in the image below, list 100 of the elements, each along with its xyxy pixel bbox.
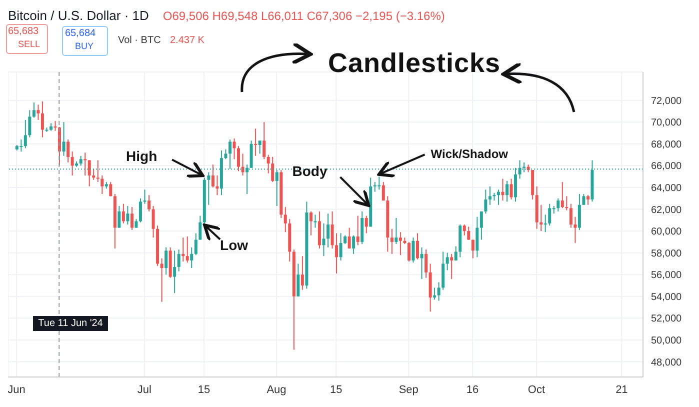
candlestick: [330, 210, 334, 249]
candlestick: [348, 227, 351, 249]
candlestick: [40, 100, 44, 138]
text: BUY: [75, 41, 94, 51]
text: SELL: [18, 39, 40, 49]
candlestick: [488, 186, 492, 206]
candlestick: [544, 214, 547, 233]
candlestick: [433, 287, 436, 300]
candlestick: [164, 246, 168, 276]
y-tick-label: 52,000: [651, 314, 682, 325]
chart-title: Bitcoin / U.S. Dollar · 1D: [8, 8, 149, 23]
candlestick: [143, 189, 146, 204]
candlestick: [32, 102, 36, 118]
x-tick-label: Jul: [137, 384, 152, 396]
y-tick-label: 48,000: [651, 357, 682, 368]
candlestick: [407, 241, 410, 262]
chart-subtitle: O69,506 H69,548 L66,011 C67,306 −2,195 (−3.16%): [162, 9, 445, 23]
candlestick: [194, 232, 198, 256]
candlestick: [390, 228, 394, 254]
candlestick: [186, 236, 189, 264]
candlestick: [569, 203, 572, 228]
candlestick: [314, 214, 317, 228]
x-tick-label: Jun: [8, 384, 26, 396]
text: 65,683: [8, 26, 39, 37]
candlestick: [79, 155, 82, 166]
candlestick: [266, 154, 270, 174]
text: Vol · BTC: [118, 35, 161, 46]
candlestick: [173, 250, 176, 294]
candlestick: [126, 205, 130, 225]
candlestick: [224, 148, 228, 160]
candlestick: [309, 210, 312, 236]
candlestick: [471, 239, 474, 259]
candlestick: [24, 119, 27, 149]
candlestick: [454, 246, 458, 261]
annotation: Candlesticks: [328, 48, 501, 79]
candlestick: [190, 246, 194, 269]
candlestick: [198, 215, 202, 240]
candlestick: [556, 198, 560, 212]
x-tick-label: 15: [198, 384, 210, 396]
x-tick-label: Sep: [398, 384, 418, 396]
candlestick: [84, 152, 87, 176]
candlestick: [574, 216, 577, 244]
y-tick-label: 56,000: [651, 270, 682, 282]
y-tick-label: 54,000: [651, 292, 682, 303]
candlestick: [138, 198, 142, 223]
candlestick: [382, 182, 385, 202]
candlestick: [442, 251, 445, 290]
candlestick: [258, 140, 262, 154]
candlestick: [586, 194, 590, 206]
candlestick: [450, 253, 454, 280]
text: 2.437 K: [170, 35, 204, 46]
candlestick: [462, 224, 466, 236]
x-tick-label: Oct: [528, 384, 546, 396]
candlestick: [284, 206, 287, 233]
candlestick: [424, 249, 428, 278]
candlestick: [54, 120, 57, 132]
text: 65,684: [65, 28, 96, 39]
x-tick-label: 16: [466, 384, 479, 396]
ref-line-label: Tue 11 Jun '24: [33, 316, 108, 331]
candlestick: [364, 215, 368, 234]
candlestick: [505, 180, 508, 202]
candlestick: [548, 203, 552, 226]
y-tick-label: 58,000: [651, 248, 682, 260]
annotation: High: [126, 148, 158, 164]
candlestick: [540, 204, 543, 232]
x-tick-label: Aug: [266, 384, 286, 396]
candlestick: [28, 110, 32, 138]
candlestick: [480, 210, 483, 240]
candlestick: [296, 263, 300, 297]
y-tick-label: 70,000: [651, 118, 682, 129]
candlestick: [326, 213, 330, 248]
candlestick: [582, 194, 586, 206]
candlestick: [394, 217, 398, 245]
y-tick-label: 62,000: [651, 204, 682, 216]
candlestick: [100, 174, 104, 194]
candlestick: [254, 128, 258, 156]
candlestick: [118, 205, 121, 228]
candlestick: [300, 256, 304, 290]
candlestick: [356, 215, 360, 246]
x-tick-label: 15: [330, 384, 342, 396]
y-tick-label: 72,000: [651, 96, 682, 107]
candlestick: [501, 178, 504, 202]
candlestick: [318, 210, 321, 249]
y-tick-label: 60,000: [651, 226, 682, 238]
candlestick: [66, 139, 70, 163]
candlestick: [360, 210, 364, 245]
candlestick: [565, 196, 568, 211]
candlestick: [373, 182, 376, 192]
candlestick: [416, 232, 419, 260]
candlestick: [160, 258, 164, 302]
candlestick: [560, 182, 564, 209]
candlestick: [109, 182, 112, 197]
candlestick: [476, 216, 479, 258]
candlestick: [130, 206, 134, 230]
candlestick: [211, 164, 214, 188]
candlestick: [88, 160, 91, 187]
candlestick: [484, 189, 488, 214]
candlestick: [271, 156, 274, 183]
candlestick: [232, 138, 236, 160]
candlestick: [36, 104, 40, 120]
